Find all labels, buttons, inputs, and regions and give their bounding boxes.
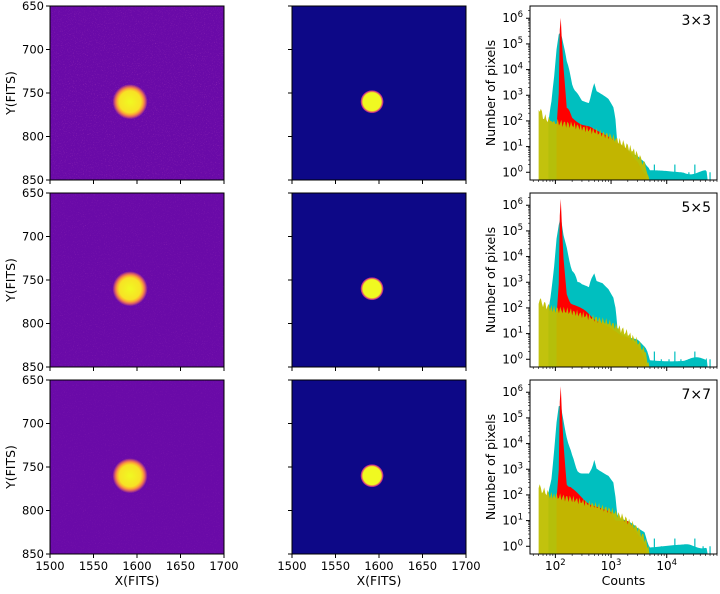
y-tick-label: 102 [502, 487, 523, 502]
y-tick-label: 102 [502, 300, 523, 315]
y-tick-label: 101 [502, 513, 523, 528]
y-tick-label: 800 [22, 317, 44, 331]
model-image-panel-1 [288, 5, 467, 184]
axes-frame [529, 5, 718, 181]
y-tick-label: 105 [502, 36, 523, 51]
axes-frame [529, 192, 718, 368]
y-tick-label: 850 [22, 547, 44, 561]
y-tick-label: 106 [502, 10, 523, 25]
y-axis-label: Number of pixels [483, 227, 498, 333]
y-tick-label: 104 [502, 436, 523, 451]
x-tick-label: 1500 [35, 559, 64, 573]
y-tick-label: 103 [502, 274, 523, 289]
raw-image-panel-2: 650 700 750 800 850 Y(FITS) [3, 186, 225, 374]
y-tick-label: 101 [502, 326, 523, 341]
y-tick-label: 101 [502, 139, 523, 154]
axes-frame [529, 379, 718, 555]
model-image-panel-2 [288, 192, 467, 371]
source-blob [360, 464, 384, 488]
histogram-panel-2: 100 101 102 103 104 105 106 5×5 Number of pixels [483, 192, 718, 371]
model-image-panel-3: 1500 1550 1600 1650 1700 X(FITS) [277, 379, 481, 588]
x-axis-label: Counts [602, 573, 646, 588]
y-tick-label: 103 [502, 87, 523, 102]
series-group [538, 17, 711, 180]
x-tick-label: 104 [656, 558, 677, 573]
series-group [538, 386, 711, 554]
y-tick-label: 750 [22, 273, 44, 287]
x-tick-label: 1600 [364, 559, 393, 573]
y-axis-label: Y(FITS) [3, 258, 18, 303]
y-tick-label: 104 [502, 249, 523, 264]
x-tick-label: 103 [601, 558, 622, 573]
y-tick-label: 100 [502, 538, 523, 553]
x-tick-label: 1650 [166, 559, 195, 573]
raw-image-panel-3: 1500 1550 1600 1650 1700 650 700 750 800 850 Y(FIT… [3, 373, 239, 588]
x-tick-label: 1550 [321, 559, 350, 573]
x-axis-label: X(FITS) [115, 573, 160, 588]
y-tick-label: 104 [502, 62, 523, 77]
x-tick-label: 102 [545, 558, 566, 573]
histogram-yellow-series [538, 484, 650, 554]
source-blob [360, 277, 384, 301]
y-tick-label: 106 [502, 197, 523, 212]
histogram-yellow-series [538, 108, 650, 180]
x-tick-label: 1650 [408, 559, 437, 573]
source-blob [112, 271, 148, 307]
source-blob [112, 84, 148, 120]
kernel-size-label: 3×3 [681, 13, 711, 29]
y-tick-label: 100 [502, 164, 523, 179]
y-tick-label: 106 [502, 384, 523, 399]
x-tick-label: 1500 [277, 559, 306, 573]
x-tick-label: 1550 [79, 559, 108, 573]
y-axis-label: Number of pixels [483, 40, 498, 146]
y-tick-label: 750 [22, 460, 44, 474]
y-tick-label: 700 [22, 417, 44, 431]
y-tick-label: 850 [22, 360, 44, 374]
y-tick-label: 650 [22, 0, 44, 13]
y-tick-label: 800 [22, 130, 44, 144]
y-tick-label: 105 [502, 223, 523, 238]
y-tick-label: 105 [502, 410, 523, 425]
x-tick-label: 1600 [122, 559, 151, 573]
source-blob [360, 90, 384, 114]
y-tick-label: 750 [22, 86, 44, 100]
x-tick-label: 1700 [451, 559, 480, 573]
y-axis-label: Y(FITS) [3, 71, 18, 116]
y-tick-label: 102 [502, 113, 523, 128]
y-tick-label: 100 [502, 351, 523, 366]
y-tick-label: 850 [22, 173, 44, 187]
y-tick-label: 700 [22, 43, 44, 57]
y-axis-label: Y(FITS) [3, 445, 18, 490]
kernel-size-label: 7×7 [681, 387, 711, 403]
histogram-panel-3: 100 101 102 103 104 105 106 102 103 104 7×7 Number … [483, 379, 718, 588]
x-axis-label: X(FITS) [357, 573, 402, 588]
raw-image-panel-1: 650 700 750 800 850 Y(FITS) [3, 0, 225, 187]
histogram-yellow-series [538, 298, 650, 367]
series-group [538, 199, 711, 367]
y-tick-label: 700 [22, 230, 44, 244]
y-axis-label: Number of pixels [483, 414, 498, 520]
y-tick-label: 103 [502, 461, 523, 476]
kernel-size-label: 5×5 [681, 200, 711, 216]
source-blob [112, 458, 148, 494]
y-tick-label: 650 [22, 186, 44, 200]
y-tick-label: 650 [22, 373, 44, 387]
histogram-panel-1: 100 101 102 103 104 105 106 3×3 Number of pixels [483, 5, 718, 184]
y-tick-label: 800 [22, 504, 44, 518]
x-tick-label: 1700 [209, 559, 238, 573]
